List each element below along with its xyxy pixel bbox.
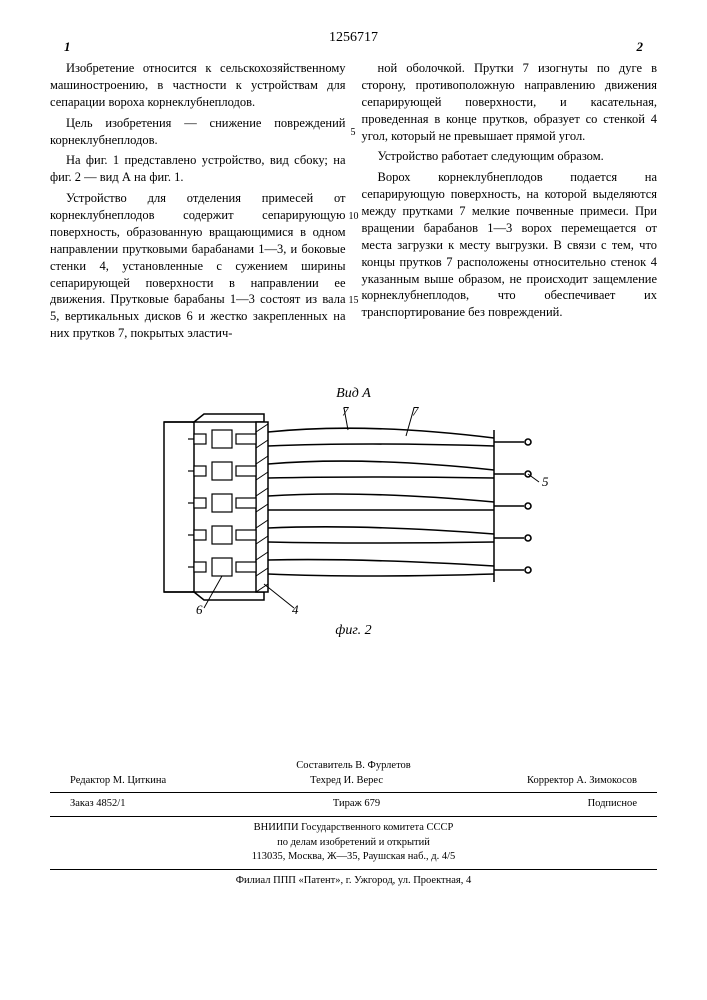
fig-label-6: 6 — [196, 602, 203, 614]
col1-para3: На фиг. 1 представлено устройство, вид с… — [50, 152, 346, 186]
col2-para3: Ворох корнеклубнеплодов подается на сепа… — [362, 169, 658, 321]
colophon-org1: ВНИИПИ Государственного комитета СССР — [50, 821, 657, 836]
page: 1256717 1 Изобретение относится к сельск… — [0, 0, 707, 1000]
fig-label-5: 5 — [542, 474, 549, 489]
col2-para2: Устройство работает следующим образом. — [362, 148, 658, 165]
line-number-15: 15 — [349, 294, 359, 308]
colophon-podpis: Подписное — [588, 797, 637, 812]
column-right: 2 ной оболочкой. Прутки 7 изогнуты по ду… — [362, 60, 658, 346]
col2-para1: ной оболочкой. Прутки 7 изогнуты по дуге… — [362, 60, 658, 144]
line-number-10: 10 — [349, 210, 359, 224]
column-number-1: 1 — [64, 38, 71, 56]
fig-label-7b: 7 — [412, 404, 419, 419]
colophon-addr2: Филиал ППП «Патент», г. Ужгород, ул. Про… — [50, 874, 657, 889]
fig-label-4: 4 — [292, 602, 299, 614]
document-number: 1256717 — [329, 30, 378, 46]
col1-para4: Устройство для отделения примесей от кор… — [50, 190, 346, 342]
column-left: 1 Изобретение относится к сельскохозяйст… — [50, 60, 346, 346]
text-columns: 1 Изобретение относится к сельскохозяйст… — [50, 60, 657, 346]
col1-para2: Цель изобретения — снижение повреждений … — [50, 115, 346, 149]
colophon-addr1: 113035, Москва, Ж—35, Раушская наб., д. … — [50, 850, 657, 865]
col1-para1: Изобретение относится к сельскохозяйстве… — [50, 60, 346, 111]
column-number-2: 2 — [637, 38, 644, 56]
colophon-editor: Редактор М. Циткина — [70, 774, 166, 789]
line-number-5: 5 — [351, 126, 356, 140]
colophon-order: Заказ 4852/1 — [70, 797, 125, 812]
colophon-corrector: Корректор А. Зимокосов — [527, 774, 637, 789]
colophon-techred: Техред И. Верес — [310, 774, 383, 789]
figure-view-label: Вид А — [144, 386, 564, 402]
figure-svg: 7 7 5 6 4 — [144, 404, 564, 614]
colophon: Составитель В. Фурлетов Редактор М. Цитк… — [50, 759, 657, 889]
fig-label-7a: 7 — [342, 404, 349, 419]
figure-block: Вид А — [144, 386, 564, 639]
figure-caption: фиг. 2 — [144, 623, 564, 639]
colophon-tirazh: Тираж 679 — [333, 797, 380, 812]
colophon-author: Составитель В. Фурлетов — [50, 759, 657, 774]
colophon-org2: по делам изобретений и открытий — [50, 836, 657, 851]
